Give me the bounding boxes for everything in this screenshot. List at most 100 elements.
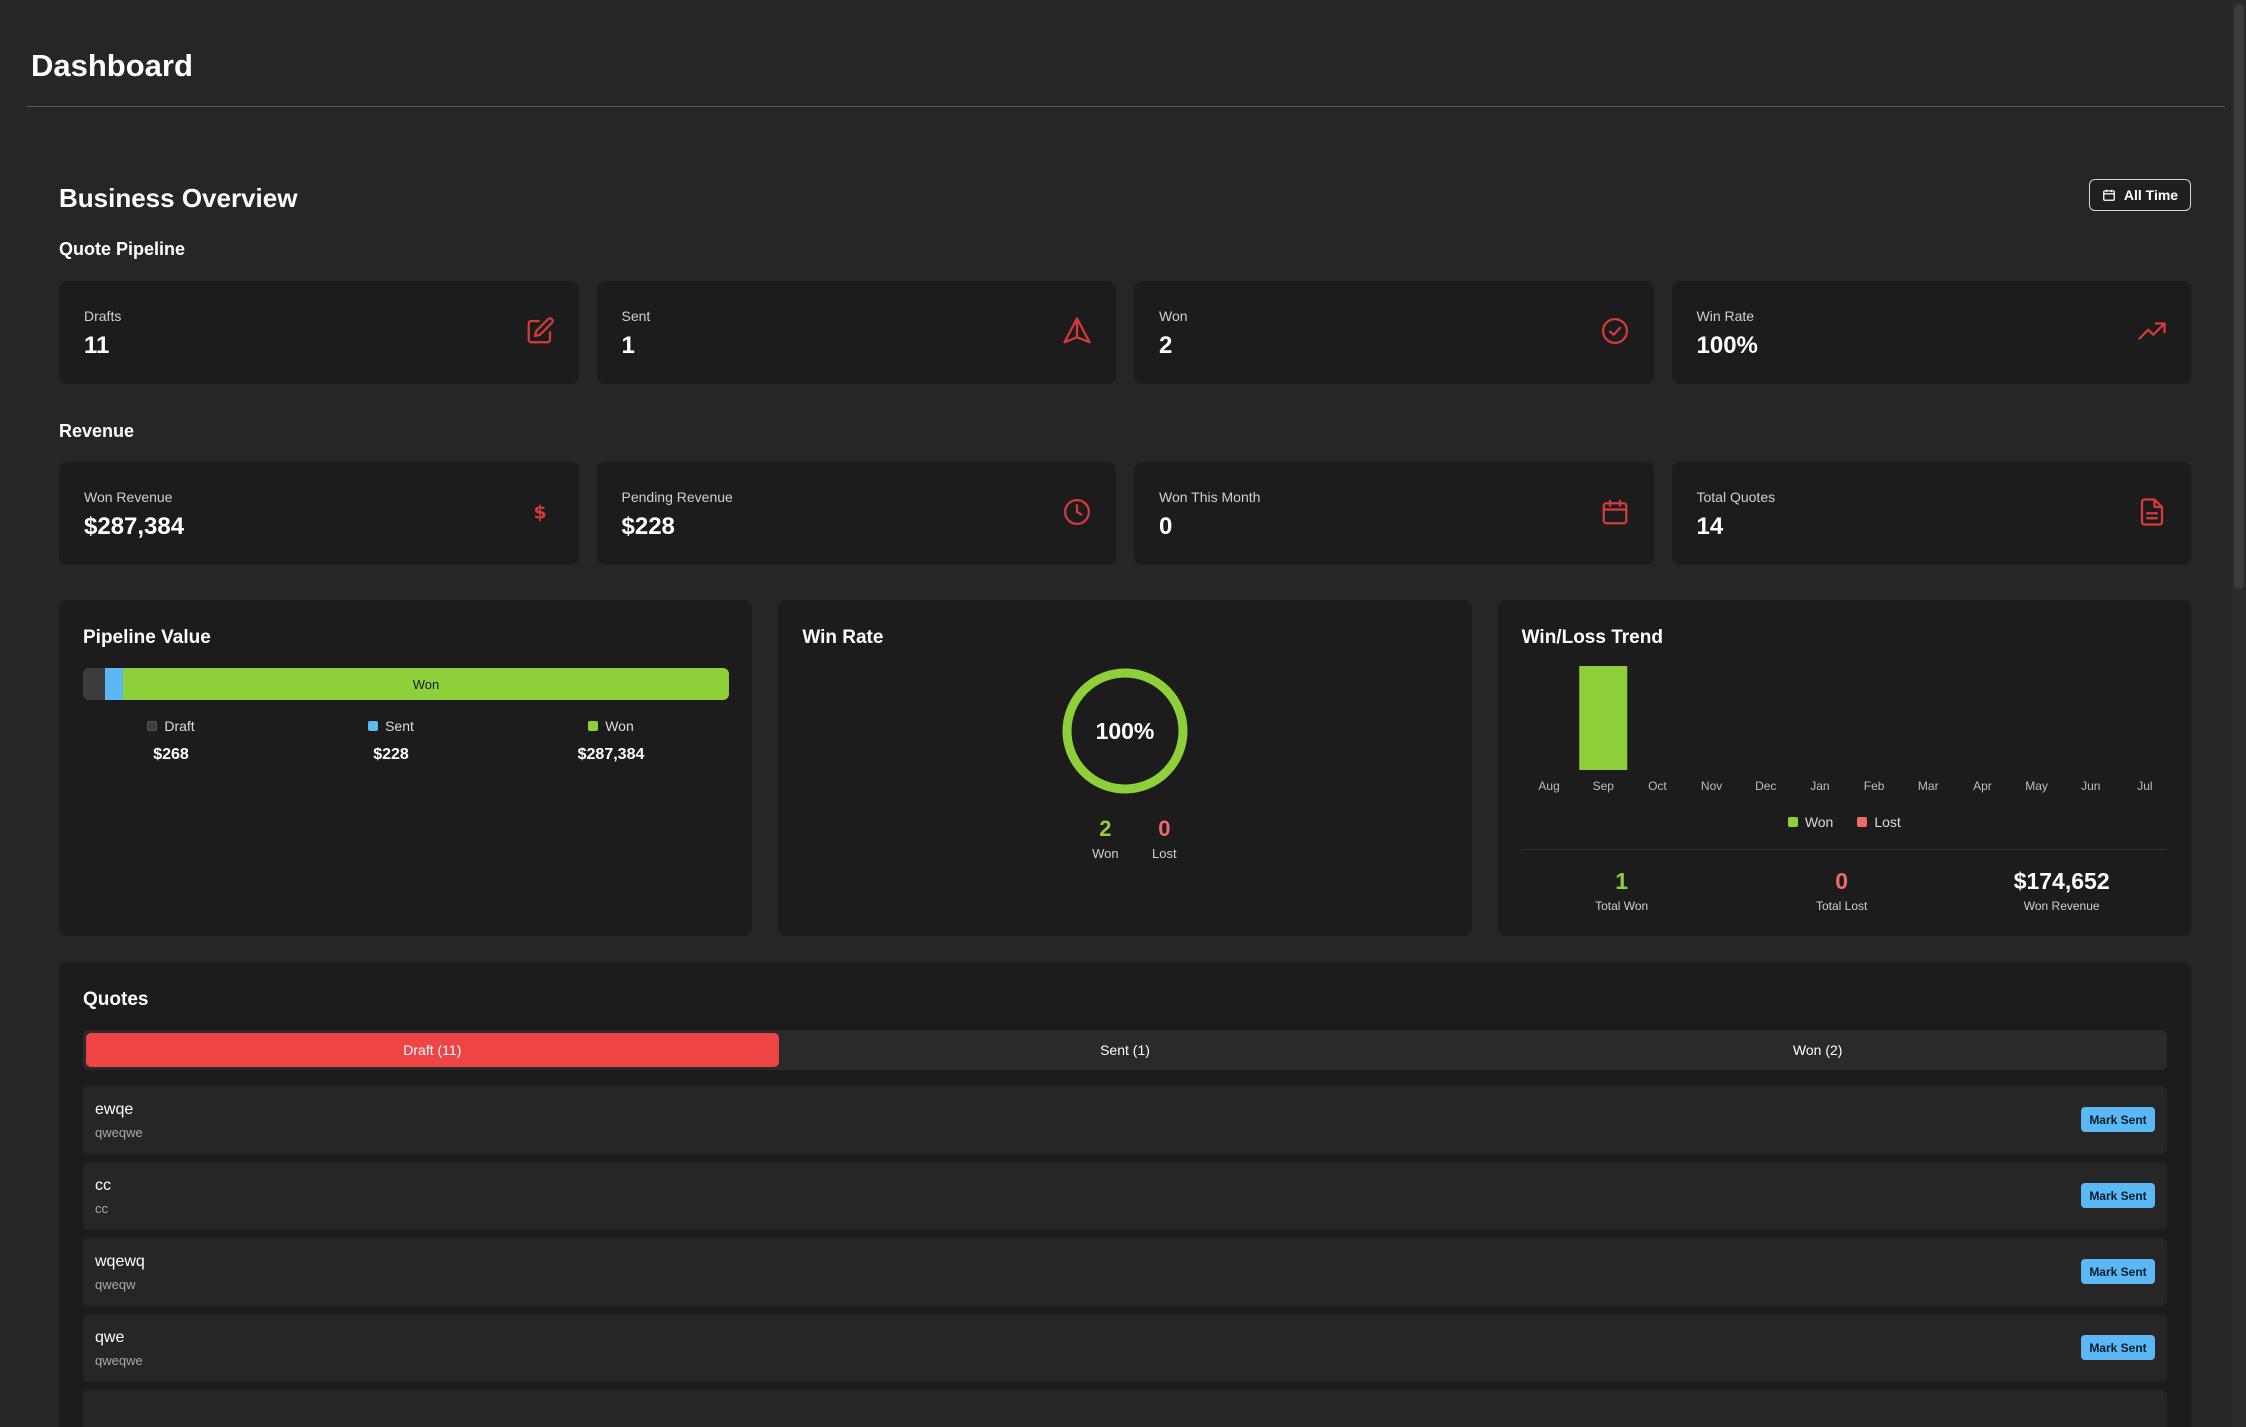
total-won-stat: 1 Total Won [1522, 868, 1722, 913]
list-item[interactable] [83, 1390, 2167, 1427]
legend-won: Won $287,384 [546, 718, 676, 764]
legend-value: $268 [153, 746, 189, 763]
sent-swatch [368, 721, 379, 731]
list-item[interactable]: qwe qweqwe Mark Sent [83, 1314, 2167, 1382]
tab-sent[interactable]: Sent (1) [1100, 1042, 1150, 1058]
revenue-label: Revenue [59, 421, 135, 441]
legend-won-label: Won [1804, 814, 1834, 830]
x-tick-label: Jul [2137, 779, 2152, 793]
pipeline-value-panel: Pipeline Value Won Draft $268 Sent $228 … [59, 600, 753, 936]
mark-sent-button[interactable]: Mark Sent [2081, 1183, 2155, 1208]
clock-icon [1064, 499, 1090, 525]
quotes-panel: Quotes Draft (11) Sent (1) Won (2) ewqe … [59, 962, 2191, 1427]
pipeline-cards: Drafts 11 Sent 1 Won 2 Win Rate 100% [59, 281, 2191, 384]
total-lost-value: 0 [1835, 868, 1849, 894]
mark-sent-button[interactable]: Mark Sent [2081, 1335, 2155, 1360]
panel-title: Win Rate [802, 627, 884, 648]
quotes-title: Quotes [83, 989, 149, 1010]
chart-panels: Pipeline Value Won Draft $268 Sent $228 … [59, 600, 2191, 936]
stat-value: 11 [84, 332, 110, 359]
x-tick-label: Sep [1592, 779, 1614, 793]
pipeline-segment-sent [105, 668, 123, 700]
legend-value: $287,384 [577, 746, 645, 763]
stat-label: Won This Month [1159, 489, 1261, 505]
lost-value: 0 [1158, 816, 1171, 841]
stat-label: Total Quotes [1696, 489, 1776, 505]
stat-label: Sent [621, 308, 651, 324]
mark-sent-button[interactable]: Mark Sent [2081, 1259, 2155, 1284]
stat-card-pending-revenue: Pending Revenue $228 [596, 462, 1116, 565]
x-tick-label: Oct [1648, 779, 1667, 793]
x-tick-label: Apr [1973, 779, 1992, 793]
won-count: 2 Won [1075, 816, 1135, 861]
stat-value: $228 [621, 513, 675, 540]
x-tick-label: Jun [2081, 779, 2100, 793]
calendar-icon [1602, 499, 1627, 525]
win-rate-donut: 100% [1060, 666, 1190, 796]
tab-won[interactable]: Won (2) [1792, 1042, 1843, 1058]
total-lost-label: Total Lost [1815, 899, 1868, 913]
lost-count: 0 Lost [1134, 816, 1194, 861]
quote-tabs: Draft (11) Sent (1) Won (2) [83, 1030, 2167, 1070]
stat-card-won-revenue: Won Revenue $287,384 $ [59, 462, 579, 565]
quote-client: qweqwe [95, 1125, 143, 1140]
stat-label: Won Revenue [84, 489, 173, 505]
panel-title: Pipeline Value [83, 627, 211, 648]
overview-title: Business Overview [59, 183, 298, 213]
page-title: Dashboard [31, 48, 193, 83]
won-value: 2 [1099, 816, 1112, 841]
x-tick-label: Aug [1538, 779, 1559, 793]
scrollbar-thumb[interactable] [2234, 4, 2244, 589]
trend-legend: Won Lost [1498, 814, 2191, 830]
pipeline-segment-won: Won [123, 668, 729, 700]
revenue-cards: Won Revenue $287,384 $ Pending Revenue $… [59, 462, 2191, 565]
svg-text:$: $ [533, 502, 546, 523]
page-header: Dashboard [27, 0, 2225, 107]
won-revenue-label: Won Revenue [2023, 899, 2100, 913]
quote-pipeline-label: Quote Pipeline [59, 239, 186, 259]
quote-name: ewqe [95, 1101, 134, 1118]
stat-value: 100% [1696, 332, 1758, 359]
x-tick-label: Dec [1755, 779, 1776, 793]
stat-label: Win Rate [1696, 308, 1755, 324]
bar-won-sep [1578, 666, 1627, 770]
stat-value: $287,384 [84, 513, 185, 540]
lost-caption: Lost [1152, 846, 1177, 861]
stat-value: 14 [1696, 513, 1724, 540]
x-tick-label: Mar [1918, 779, 1939, 793]
scrollbar[interactable] [2232, 0, 2246, 1427]
stat-value: 0 [1159, 513, 1173, 540]
total-won-label: Total Won [1595, 899, 1649, 913]
list-item[interactable]: ewqe qweqwe Mark Sent [83, 1086, 2167, 1154]
stat-card-won: Won 2 [1134, 281, 1654, 384]
donut-arc [1062, 668, 1188, 794]
won-revenue-value: $174,652 [2013, 868, 2110, 894]
tab-draft[interactable]: Draft (11) [86, 1033, 779, 1067]
trend-chart: Aug Sep Oct Nov Dec Jan Feb Mar Apr May Jun Jul [1538, 666, 2152, 793]
quote-list: ewqe qweqwe Mark Sent cc cc Mark Sent wq… [83, 1086, 2167, 1427]
mark-sent-button[interactable]: Mark Sent [2081, 1107, 2155, 1132]
check-circle-icon [1601, 318, 1628, 344]
quote-name: qwe [95, 1329, 125, 1346]
won-revenue-stat: $174,652 Won Revenue [1962, 868, 2162, 913]
lost-swatch [1857, 817, 1868, 827]
legend-sent: Sent $228 [326, 718, 456, 764]
draft-swatch [147, 721, 158, 731]
list-item[interactable]: cc cc Mark Sent [83, 1162, 2167, 1230]
total-lost-stat: 0 Total Lost [1742, 868, 1942, 913]
legend-lost-label: Lost [1874, 814, 1901, 830]
calendar-icon [2102, 189, 2115, 201]
date-range-button[interactable]: All Time [2089, 179, 2191, 211]
x-tick-label: May [2025, 779, 2048, 793]
stat-card-sent: Sent 1 [596, 281, 1116, 384]
pipeline-segment-draft [83, 668, 105, 700]
legend-draft: Draft $268 [106, 718, 236, 764]
quote-client: cc [95, 1201, 108, 1216]
stat-label: Won [1159, 308, 1188, 324]
stat-label: Drafts [84, 308, 122, 324]
list-item[interactable]: wqewq qweqw Mark Sent [83, 1238, 2167, 1306]
quote-name: cc [95, 1177, 111, 1194]
won-caption: Won [1092, 846, 1119, 861]
win-rate-percent: 100% [1095, 717, 1155, 744]
stat-card-drafts: Drafts 11 [59, 281, 579, 384]
